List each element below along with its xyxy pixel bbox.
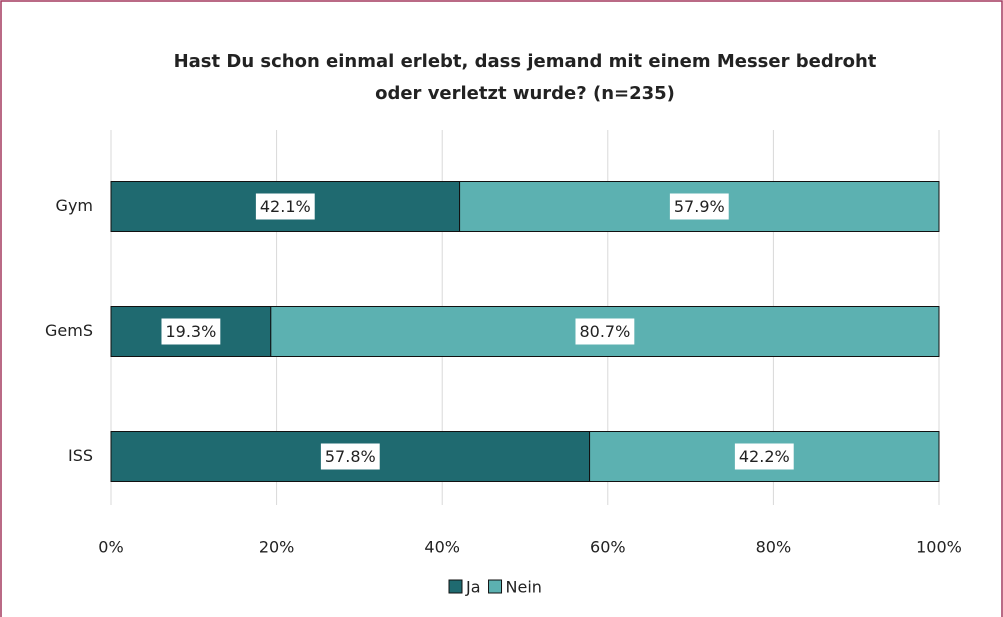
x-tick-label: 60%	[590, 538, 626, 557]
value-label: 42.2%	[739, 447, 790, 466]
value-label-box	[734, 443, 794, 470]
legend-label: Ja	[465, 578, 481, 597]
x-tick-label: 40%	[424, 538, 460, 557]
y-tick-label: ISS	[68, 446, 93, 465]
legend-swatch	[448, 579, 463, 594]
x-tick-label: 80%	[756, 538, 792, 557]
x-tick-label: 100%	[916, 538, 962, 557]
value-label-box	[575, 318, 635, 345]
value-label-box	[161, 318, 221, 345]
x-tick-label: 0%	[98, 538, 123, 557]
value-label: 42.1%	[260, 197, 311, 216]
legend-label: Nein	[506, 578, 542, 597]
value-label-box	[669, 193, 729, 220]
value-label: 80.7%	[579, 322, 630, 341]
value-label-box	[255, 193, 315, 220]
value-label: 19.3%	[165, 322, 216, 341]
y-tick-label: GemS	[45, 321, 93, 340]
legend-swatch	[488, 579, 503, 594]
value-label-box	[320, 443, 380, 470]
chart-title: oder verletzt wurde? (n=235)	[375, 83, 675, 104]
chart-title: Hast Du schon einmal erlebt, dass jemand…	[174, 51, 877, 72]
value-label: 57.9%	[674, 197, 725, 216]
y-tick-label: Gym	[56, 196, 93, 215]
value-label: 57.8%	[325, 447, 376, 466]
x-tick-label: 20%	[259, 538, 295, 557]
